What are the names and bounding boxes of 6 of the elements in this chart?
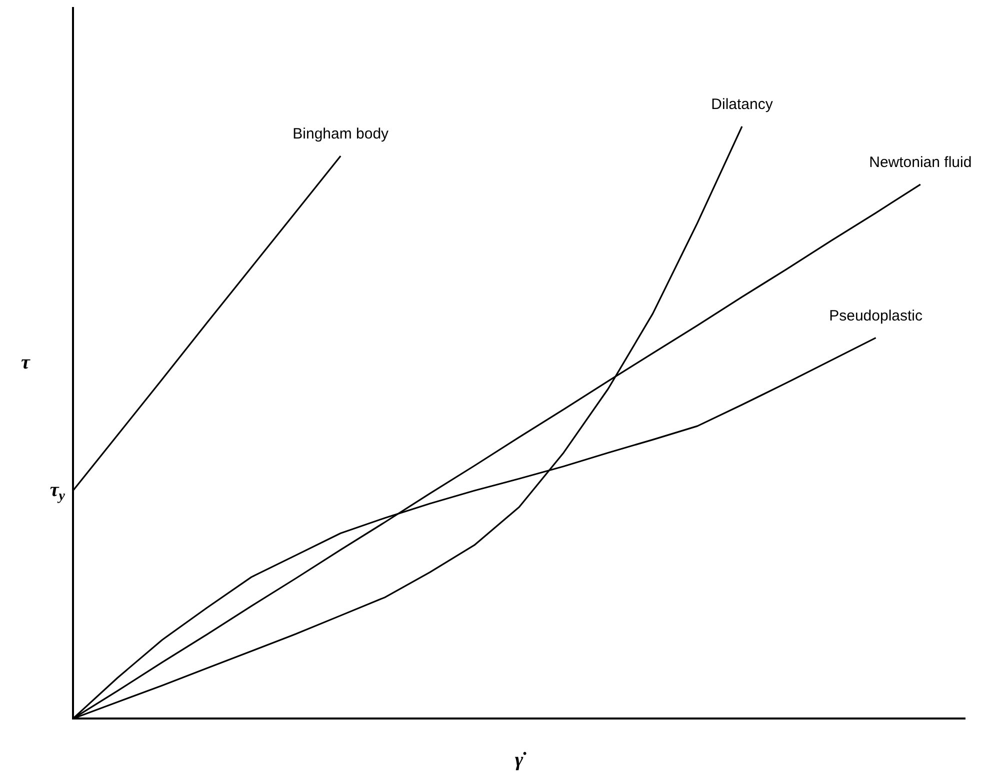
series-label: Dilatancy — [711, 96, 774, 114]
series-label: Newtonian fluid — [869, 154, 972, 172]
series-label: Pseudoplastic — [829, 307, 923, 324]
x-axis-title: γ̇ — [514, 749, 528, 772]
y-axis-title: τ — [21, 351, 31, 374]
series-label: Bingham body — [292, 126, 390, 143]
